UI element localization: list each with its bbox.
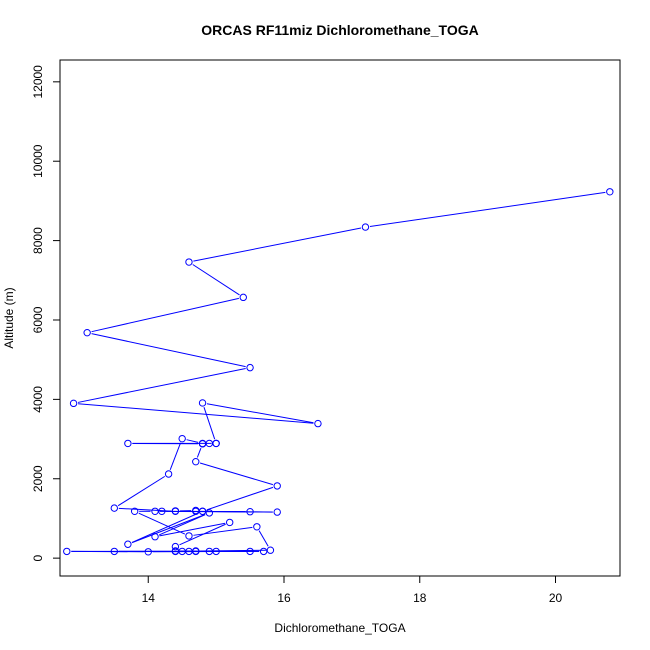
data-point	[178, 434, 186, 443]
data-point	[185, 532, 193, 540]
x-axis: 14 16 18 20	[142, 575, 563, 605]
data-point	[239, 293, 247, 302]
data-point	[212, 439, 220, 448]
series-segment	[158, 514, 206, 536]
data-point	[130, 507, 139, 516]
series-segment	[258, 530, 269, 547]
data-point	[69, 399, 78, 408]
data-point	[266, 546, 275, 554]
y-tick-label: 2000	[31, 465, 45, 492]
series-segment	[169, 442, 182, 470]
data-point	[164, 470, 173, 478]
series-segment	[206, 403, 314, 424]
data-point	[192, 457, 200, 466]
data-point	[198, 399, 207, 407]
x-tick-label: 18	[413, 591, 427, 605]
series-segment	[117, 475, 166, 507]
series-segment	[78, 403, 314, 424]
y-axis: 0 2000 4000 6000 8000 10000 12000	[31, 65, 61, 561]
y-tick-label: 12000	[31, 65, 45, 99]
data-point	[225, 518, 234, 527]
y-axis-label: Altitude (m)	[2, 287, 16, 348]
series-segment	[91, 333, 246, 368]
data-point	[110, 547, 119, 556]
series-segment	[192, 264, 240, 296]
data-point	[198, 507, 207, 516]
data-point	[246, 363, 254, 372]
series-segment	[131, 514, 206, 544]
x-tick-label: 16	[277, 591, 291, 605]
data-point	[110, 504, 119, 512]
data-point	[171, 507, 180, 515]
data-point	[63, 547, 71, 556]
data-point	[314, 419, 322, 428]
data-point	[273, 508, 281, 516]
series-segment	[131, 512, 199, 543]
data-point	[171, 542, 180, 551]
x-tick-label: 20	[549, 591, 563, 605]
y-tick-label: 0	[31, 554, 45, 561]
series-segment	[77, 368, 246, 403]
data-point	[83, 328, 91, 337]
data-point	[151, 533, 159, 541]
series-segment	[138, 512, 186, 535]
data-point	[246, 547, 254, 556]
y-tick-label: 6000	[31, 306, 45, 333]
series-segment	[199, 462, 274, 486]
x-axis-label: Dichloromethane_TOGA	[274, 621, 405, 635]
data-point	[185, 547, 193, 556]
data-series	[63, 188, 614, 556]
series-segment	[200, 549, 266, 552]
series-segment	[193, 227, 362, 262]
data-point	[124, 439, 132, 448]
y-tick-label: 4000	[31, 386, 45, 413]
y-tick-label: 10000	[31, 144, 45, 178]
series-segment	[91, 297, 239, 333]
data-point	[124, 540, 132, 548]
x-tick-label: 14	[142, 591, 156, 605]
data-point	[198, 440, 207, 448]
chart-title: ORCAS RF11miz Dichloromethane_TOGA	[201, 22, 478, 38]
series-segment	[203, 407, 216, 440]
series-segment	[196, 447, 202, 458]
data-point	[246, 507, 254, 516]
y-tick-label: 8000	[31, 227, 45, 254]
series-segment	[159, 522, 226, 537]
series-segment	[118, 507, 171, 512]
series-segment	[179, 523, 226, 546]
series-segment	[186, 439, 199, 443]
series-segment	[200, 510, 273, 513]
data-point	[212, 547, 220, 556]
data-point	[144, 548, 152, 556]
data-point	[171, 547, 180, 555]
data-point	[259, 547, 268, 556]
series-segment	[206, 486, 274, 511]
data-point	[158, 507, 166, 516]
data-point	[205, 509, 214, 517]
series-segment	[369, 191, 606, 227]
data-point	[273, 482, 281, 490]
data-point	[361, 223, 370, 231]
data-point	[606, 188, 614, 196]
data-point	[185, 258, 193, 266]
data-point	[253, 523, 261, 531]
